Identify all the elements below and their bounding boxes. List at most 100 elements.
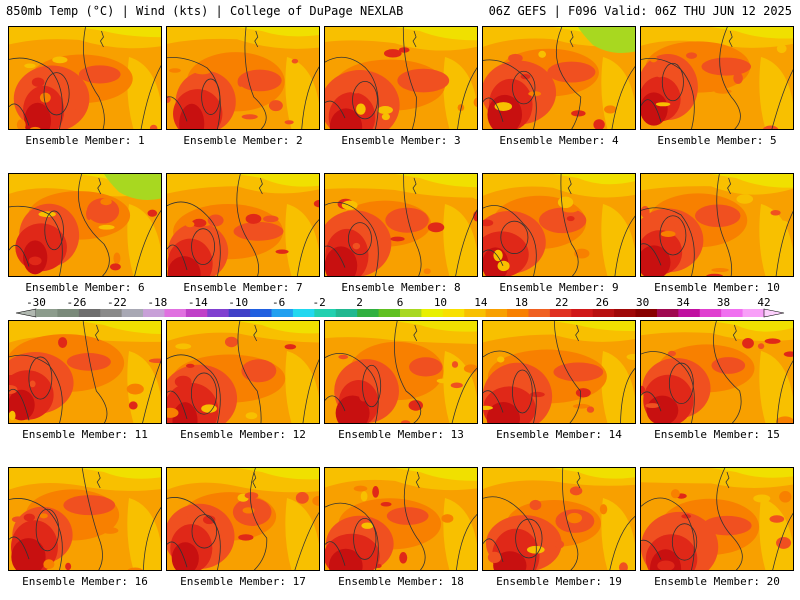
ensemble-map-panel [640,173,794,277]
colorbar-tick-label: -30 [26,296,46,309]
colorbar-segment [635,309,658,317]
ensemble-map-panel [482,467,636,571]
ensemble-member-label: Ensemble Member: 7 [183,281,303,294]
header-run-info: 06Z GEFS | F096 Valid: 06Z THU JUN 12 20… [488,4,792,18]
colorbar-segment [207,309,230,317]
temperature-field [9,321,161,423]
ensemble-map-panel [8,26,162,130]
colorbar-segment [292,309,315,317]
ensemble-member-label: Ensemble Member: 17 [180,575,306,588]
temperature-field [167,468,319,570]
ensemble-map-panel [166,173,320,277]
ensemble-map-panel [324,26,478,130]
colorbar-segment [507,309,529,317]
colorbar-segment [335,309,358,317]
colorbar-segment [57,309,80,317]
ensemble-member-label: Ensemble Member: 18 [338,575,464,588]
ensemble-map-panel [324,173,478,277]
temperature-field [483,174,635,276]
colorbar-segment [678,309,701,317]
temperature-field [325,174,477,276]
colorbar-segment [464,309,487,317]
colorbar-tick-label: -22 [107,296,127,309]
colorbar-tick-label: 2 [356,296,363,309]
ensemble-map-panel [8,467,162,571]
colorbar-segment [100,309,123,317]
colorbar-tick-label: 6 [397,296,404,309]
ensemble-member-label: Ensemble Member: 11 [22,428,148,441]
ensemble-member-label: Ensemble Member: 19 [496,575,622,588]
temperature-field [483,321,635,423]
ensemble-member-label: Ensemble Member: 9 [499,281,619,294]
temperature-field [325,27,477,129]
ensemble-member-label: Ensemble Member: 15 [654,428,780,441]
header-title: 850mb Temp (°C) | Wind (kts) | College o… [6,4,404,18]
ensemble-map-panel [166,320,320,424]
colorbar-segment [421,309,444,317]
colorbar-tick-label: -18 [147,296,167,309]
ensemble-member-label: Ensemble Member: 14 [496,428,622,441]
ensemble-member-label: Ensemble Member: 13 [338,428,464,441]
temperature-field [9,174,161,276]
ensemble-member-label: Ensemble Member: 16 [22,575,148,588]
colorbar-tick-label: 34 [676,296,690,309]
ensemble-member-label: Ensemble Member: 1 [25,134,145,147]
ensemble-member-label: Ensemble Member: 10 [654,281,780,294]
colorbar-segment [36,309,58,317]
colorbar-tick-label: 42 [757,296,770,309]
ensemble-member-label: Ensemble Member: 6 [25,281,145,294]
ensemble-map-panel [640,467,794,571]
ensemble-map-panel [482,173,636,277]
colorbar-segment [378,309,401,317]
temperature-colorbar: -30 -26 -22 -18 -14 -10 -6 -2 2 6 10 14 18 22 26 30 34 38… [15,296,785,318]
ensemble-map-panel [8,173,162,277]
colorbar-segment [571,309,594,317]
ensemble-member-label: Ensemble Member: 2 [183,134,303,147]
ensemble-map-panel [324,467,478,571]
temperature-field [9,468,161,570]
colorbar-tick-label: 18 [515,296,528,309]
temperature-field [483,468,635,570]
colorbar-segment [143,309,165,317]
colorbar-segment [721,309,744,317]
colorbar-segment [485,309,508,317]
colorbar-tick-label: 14 [474,296,488,309]
temperature-field [483,27,635,129]
colorbar-segment [271,309,294,317]
colorbar-min-arrow [15,308,37,318]
colorbar-tick-label: 22 [555,296,568,309]
temperature-field [167,321,319,423]
colorbar-segment [614,309,637,317]
ensemble-map-panel [8,320,162,424]
colorbar-tick-label: 38 [717,296,730,309]
ensemble-member-label: Ensemble Member: 4 [499,134,619,147]
ensemble-member-label: Ensemble Member: 3 [341,134,461,147]
temperature-field [325,321,477,423]
temperature-field [641,468,793,570]
colorbar-max-arrow [763,308,785,318]
ensemble-member-label: Ensemble Member: 5 [657,134,777,147]
colorbar-segment [250,309,273,317]
colorbar-segment [357,309,380,317]
colorbar-segment [228,309,251,317]
colorbar-segment [656,309,679,317]
colorbar-segment [121,309,144,317]
colorbar-tick-label: 10 [434,296,447,309]
temperature-field [641,174,793,276]
colorbar-segment [442,309,465,317]
colorbar-tick-label: -6 [272,296,285,309]
colorbar-segment [699,309,722,317]
colorbar-segment [742,309,765,317]
colorbar-segment [528,309,551,317]
temperature-field [167,27,319,129]
ensemble-map-panel [324,320,478,424]
temperature-field [325,468,477,570]
colorbar-tick-label: -14 [188,296,208,309]
temperature-field [641,321,793,423]
colorbar-tick-label: -10 [228,296,248,309]
temperature-field [9,27,161,129]
colorbar-segment [592,309,615,317]
temperature-field [167,174,319,276]
ensemble-map-panel [166,26,320,130]
ensemble-map-panel [482,320,636,424]
